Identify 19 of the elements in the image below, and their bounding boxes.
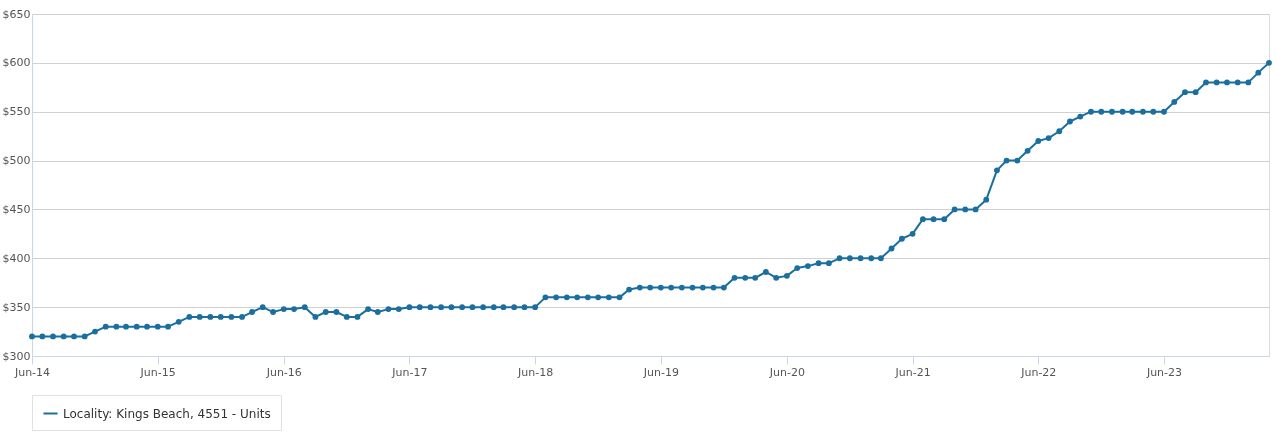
x-tick-label: Jun-20 xyxy=(768,365,805,379)
y-tick-label: $500 xyxy=(2,154,31,168)
y-tick-label: $600 xyxy=(2,56,31,70)
x-tick-label: Jun-21 xyxy=(894,365,931,379)
x-tick-label: Jun-17 xyxy=(391,365,428,379)
y-tick-label: $400 xyxy=(2,251,31,265)
x-tick-label: Jun-19 xyxy=(642,365,679,379)
y-tick-label: $550 xyxy=(2,105,31,119)
y-tick-label: $450 xyxy=(2,202,31,216)
x-tick-label: Jun-14 xyxy=(13,365,51,379)
y-tick-label: $300 xyxy=(2,349,31,363)
x-tick-label: Jun-18 xyxy=(517,365,554,379)
legend-label: Locality: Kings Beach, 4551 - Units xyxy=(63,406,271,421)
x-tick-label: Jun-22 xyxy=(1020,365,1057,379)
x-tick-label: Jun-15 xyxy=(139,365,176,379)
x-tick-label: Jun-16 xyxy=(265,365,302,379)
y-tick-label: $350 xyxy=(2,300,31,314)
x-tick-label: Jun-23 xyxy=(1145,365,1183,379)
y-tick-label: $650 xyxy=(2,7,31,21)
